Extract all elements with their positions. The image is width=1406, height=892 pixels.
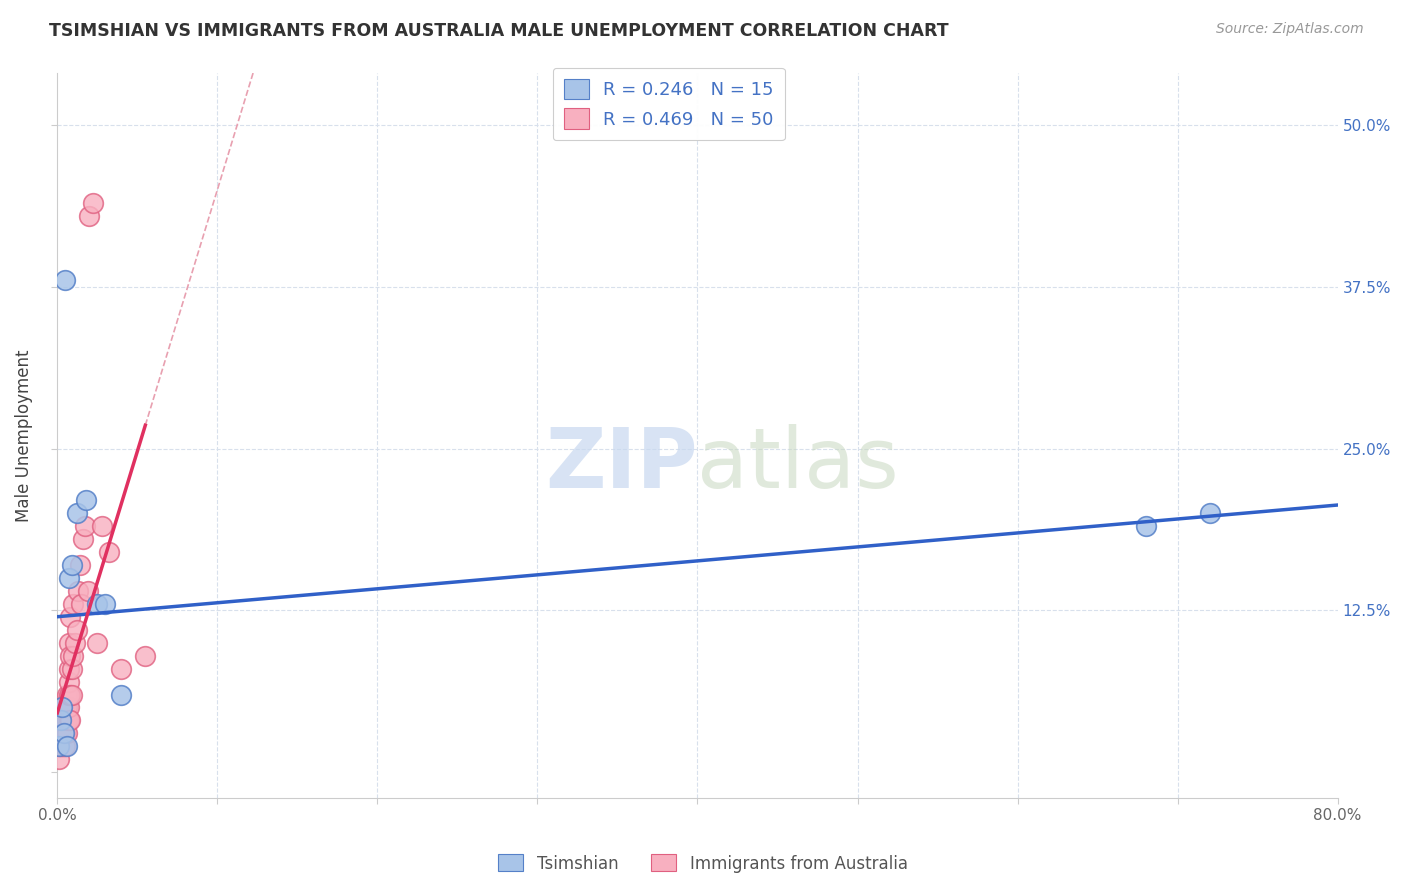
Legend: R = 0.246   N = 15, R = 0.469   N = 50: R = 0.246 N = 15, R = 0.469 N = 50: [553, 68, 785, 140]
Point: [58, 700, 80, 714]
Point: [134, 648, 156, 663]
Point: [58, 674, 80, 689]
Point: [97, 545, 120, 559]
Point: [76, 584, 98, 599]
Text: TSIMSHIAN VS IMMIGRANTS FROM AUSTRALIA MALE UNEMPLOYMENT CORRELATION CHART: TSIMSHIAN VS IMMIGRANTS FROM AUSTRALIA M…: [49, 22, 949, 40]
Point: [51, 700, 73, 714]
Point: [48, 752, 70, 766]
Point: [52, 714, 75, 728]
Point: [59, 714, 82, 728]
Point: [67, 584, 90, 599]
Point: [62, 597, 84, 611]
Point: [49, 739, 72, 754]
Point: [59, 688, 82, 702]
Point: [58, 571, 80, 585]
Point: [60, 688, 83, 702]
Legend: Tsimshian, Immigrants from Australia: Tsimshian, Immigrants from Australia: [492, 847, 914, 880]
Point: [62, 648, 84, 663]
Point: [79, 209, 101, 223]
Point: [82, 195, 104, 210]
Point: [59, 648, 82, 663]
Point: [65, 623, 87, 637]
Point: [60, 662, 83, 676]
Point: [49, 714, 72, 728]
Point: [56, 688, 79, 702]
Point: [110, 688, 132, 702]
Point: [65, 506, 87, 520]
Point: [49, 714, 72, 728]
Point: [58, 636, 80, 650]
Point: [53, 739, 76, 754]
Point: [48, 726, 70, 740]
Point: [1135, 519, 1157, 533]
Point: [56, 714, 79, 728]
Point: [72, 532, 94, 546]
Point: [53, 700, 76, 714]
Point: [51, 726, 73, 740]
Y-axis label: Male Unemployment: Male Unemployment: [15, 350, 32, 522]
Point: [86, 597, 108, 611]
Point: [53, 726, 76, 740]
Point: [56, 739, 79, 754]
Point: [49, 726, 72, 740]
Text: Source: ZipAtlas.com: Source: ZipAtlas.com: [1216, 22, 1364, 37]
Point: [110, 662, 132, 676]
Point: [1198, 506, 1220, 520]
Point: [52, 726, 75, 740]
Point: [56, 700, 79, 714]
Point: [69, 558, 91, 572]
Point: [63, 636, 86, 650]
Point: [60, 558, 83, 572]
Point: [52, 739, 75, 754]
Point: [58, 688, 80, 702]
Point: [94, 597, 117, 611]
Text: atlas: atlas: [697, 424, 900, 505]
Point: [56, 726, 79, 740]
Point: [58, 662, 80, 676]
Point: [70, 597, 93, 611]
Point: [51, 714, 73, 728]
Point: [59, 610, 82, 624]
Point: [75, 493, 97, 508]
Point: [48, 739, 70, 754]
Point: [91, 519, 114, 533]
Point: [86, 636, 108, 650]
Point: [53, 714, 76, 728]
Point: [51, 700, 73, 714]
Point: [52, 726, 75, 740]
Point: [51, 739, 73, 754]
Text: ZIP: ZIP: [546, 424, 697, 505]
Point: [53, 273, 76, 287]
Point: [58, 714, 80, 728]
Point: [48, 739, 70, 754]
Point: [73, 519, 96, 533]
